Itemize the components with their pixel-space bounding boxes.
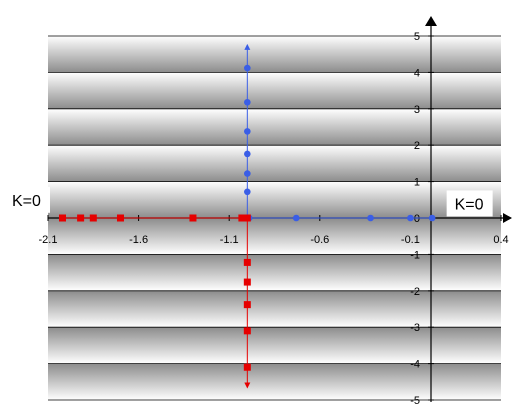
background-band — [48, 72, 501, 109]
background-band — [48, 181, 501, 218]
y-axis-ticks: 5 4 3 2 1 0 -1 -2 -3 -4 -5 — [410, 31, 434, 407]
data-point — [89, 214, 97, 222]
gridlines — [48, 35, 501, 401]
y-tick-label: 1 — [414, 177, 420, 189]
data-point — [244, 188, 251, 196]
background-band — [48, 327, 501, 364]
y-tick-label: 0 — [414, 213, 420, 225]
annotation-box — [446, 190, 493, 217]
data-point — [238, 214, 246, 222]
data-point — [77, 214, 85, 222]
x-tick-label: -0.6 — [310, 234, 329, 246]
data-point — [243, 258, 251, 266]
y-tick-label: 2 — [414, 140, 420, 152]
x-axis-arrow-icon — [503, 213, 512, 223]
y-tick-label: 5 — [414, 31, 420, 43]
background-band — [48, 145, 501, 182]
y-tick-label: 3 — [414, 104, 420, 116]
series-0 — [244, 43, 436, 222]
x-tick-label: 0.4 — [493, 234, 508, 246]
series-1 — [58, 214, 251, 389]
data-point — [58, 214, 66, 222]
background-band — [48, 254, 501, 291]
data-point — [244, 150, 251, 158]
data-point — [243, 214, 251, 222]
background-band — [48, 36, 501, 73]
y-axis-arrow-icon — [425, 16, 437, 26]
annotation-label: K=0 — [455, 196, 484, 213]
background-band — [48, 363, 501, 400]
series — [58, 43, 436, 389]
x-tick-label: -1.6 — [129, 234, 148, 246]
data-point — [244, 64, 251, 72]
data-point — [367, 214, 374, 222]
y-tick-label: -2 — [410, 286, 420, 298]
background-band — [48, 108, 501, 146]
y-tick-label: -3 — [410, 322, 420, 334]
x-tick-label: -0.1 — [401, 234, 420, 246]
annotation-box — [4, 186, 50, 213]
background-band — [48, 290, 501, 328]
annotation-label: K=0 — [12, 193, 41, 210]
x-axis-ticks: -2.1 -1.6 -1.1 -0.6 -0.1 0.4 — [39, 215, 509, 246]
data-point — [243, 363, 251, 371]
data-point — [243, 301, 251, 309]
data-point — [244, 98, 251, 106]
background-band — [48, 218, 501, 255]
data-point — [244, 128, 251, 135]
data-point — [243, 278, 251, 286]
data-point — [407, 214, 414, 222]
data-point — [189, 214, 197, 222]
data-point — [116, 214, 124, 222]
plot-area — [48, 36, 501, 400]
x-tick-label: -1.1 — [220, 234, 239, 246]
data-point — [292, 214, 300, 222]
x-tick-label: -2.1 — [39, 234, 58, 246]
data-point — [244, 170, 251, 177]
data-point — [428, 214, 436, 222]
y-tick-label: -1 — [410, 249, 420, 261]
y-tick-label: -4 — [410, 359, 420, 371]
annotations: K=0 K=0 — [4, 186, 493, 217]
y-tick-label: 4 — [414, 67, 420, 79]
data-point — [243, 327, 251, 335]
y-tick-label: -5 — [410, 395, 420, 407]
